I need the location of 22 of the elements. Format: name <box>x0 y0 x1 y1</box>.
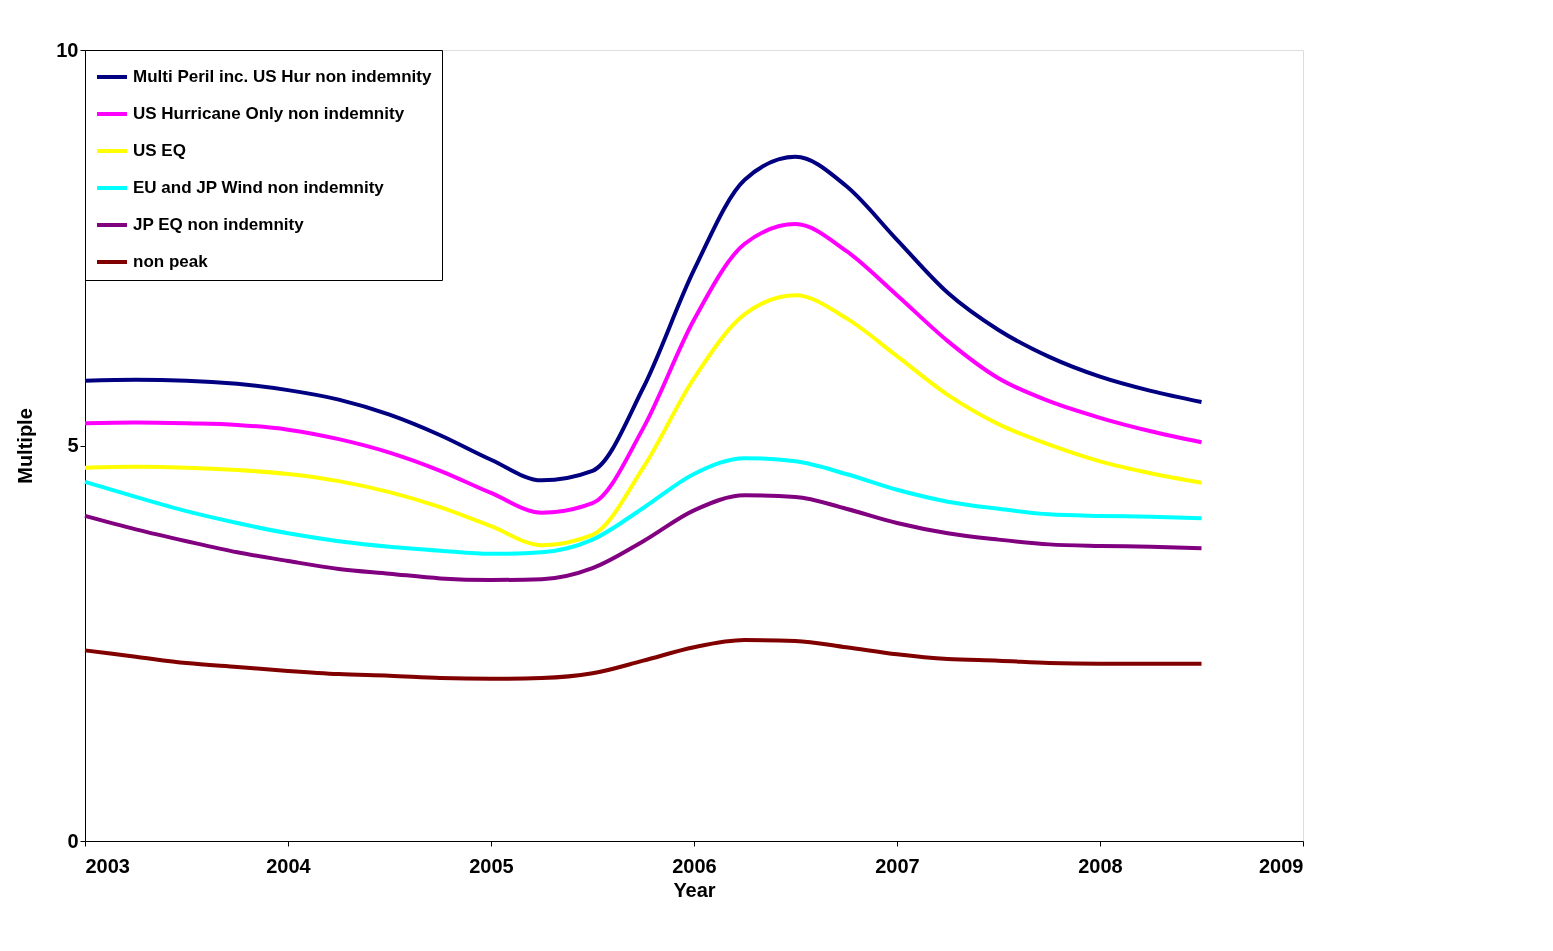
x-tick-label: 2006 <box>672 854 717 877</box>
y-axis-title: Multiple <box>14 408 37 484</box>
line-series <box>83 293 1204 548</box>
line-series <box>83 493 1204 582</box>
y-tick-label: 5 <box>67 434 79 456</box>
legend-label: non peak <box>133 252 209 271</box>
legend-label: Multi Peril inc. US Hur non indemnity <box>133 67 433 86</box>
x-tick-label: 2004 <box>266 854 312 877</box>
legend-label: EU and JP Wind non indemnity <box>133 178 385 197</box>
legend-label: JP EQ non indemnity <box>133 215 305 234</box>
line-series <box>83 638 1204 681</box>
legend-label: US EQ <box>133 141 186 160</box>
legend-label: US Hurricane Only non indemnity <box>133 104 405 123</box>
x-tick-label: 2007 <box>875 854 920 877</box>
x-tick-label: 2005 <box>469 854 514 877</box>
y-tick-label: 10 <box>56 38 79 61</box>
line-series <box>83 456 1204 556</box>
x-tick-label: 2009 <box>1259 854 1304 877</box>
x-tick-label: 2003 <box>85 854 130 877</box>
y-tick-label: 0 <box>67 829 79 852</box>
x-tick-label: 2008 <box>1078 854 1123 877</box>
x-axis-title: Year <box>673 878 716 901</box>
